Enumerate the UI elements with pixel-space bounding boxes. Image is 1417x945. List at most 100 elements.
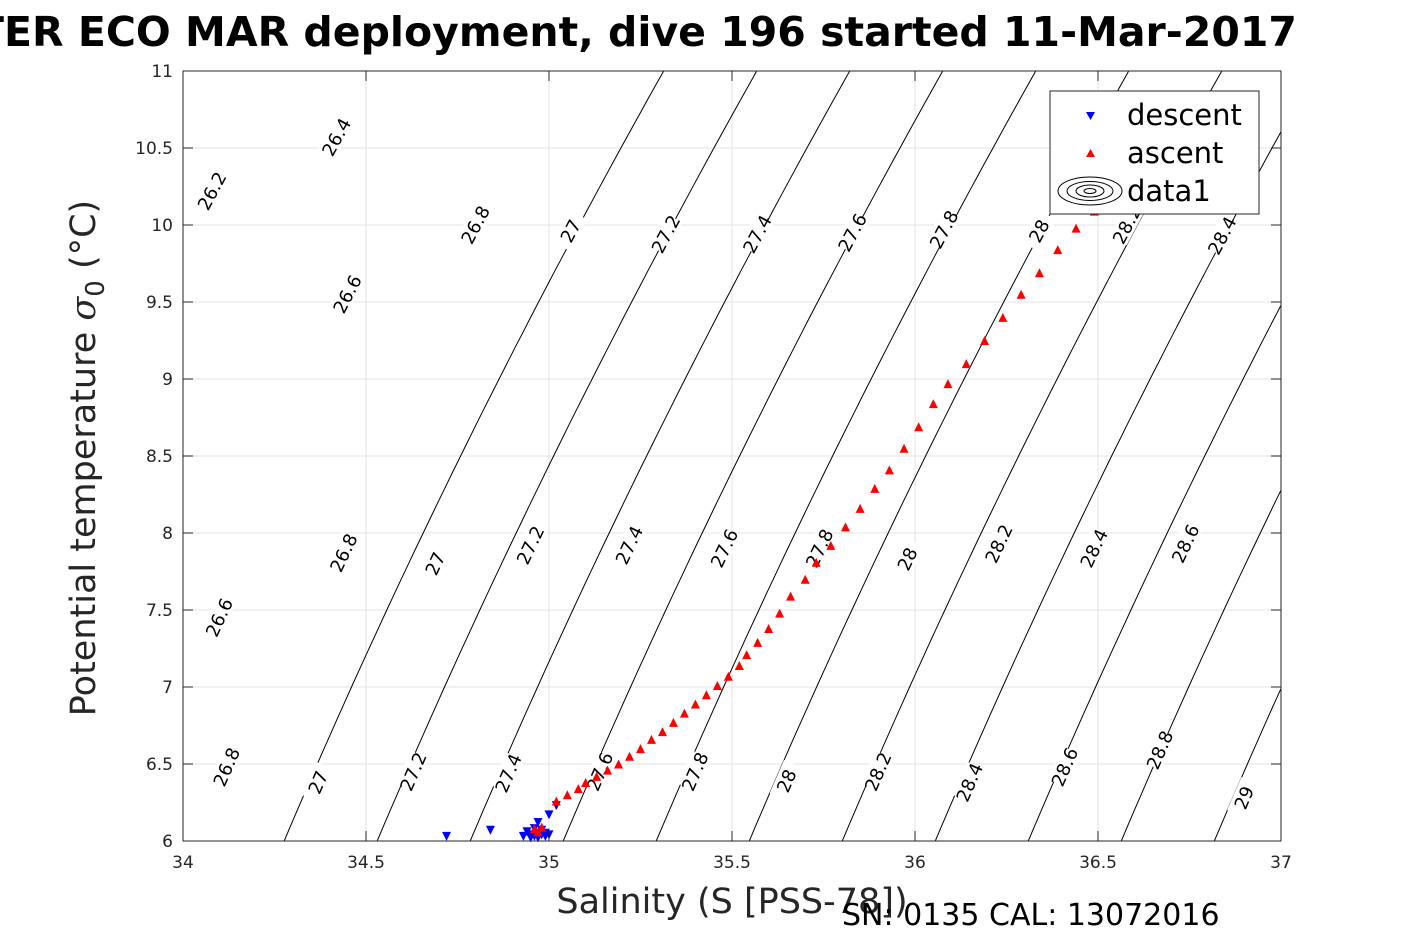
contour-label-bg [802, 527, 836, 569]
ascent-marker [603, 765, 613, 775]
contour-label-bg [1168, 522, 1202, 564]
ascent-marker [1053, 245, 1063, 255]
ascent-marker [884, 465, 894, 475]
contour-label-bg [194, 170, 229, 212]
isopycnal-line [469, 71, 851, 841]
ascent-marker [961, 359, 971, 369]
legend: descent ascent data1 [1049, 90, 1260, 215]
contour-label-bg [417, 542, 452, 584]
contour-label-bg [926, 208, 961, 250]
ascent-marker [734, 660, 744, 670]
descent-marker [533, 818, 543, 828]
descent-marker [518, 831, 528, 841]
isopycnal-line [1307, 656, 1388, 841]
y-tick-label: 9.5 [146, 293, 173, 313]
ascent-marker [646, 734, 656, 744]
contour-label-bg [1047, 746, 1081, 788]
ascent-marker [753, 637, 763, 647]
x-tick-label: 36 [904, 853, 926, 873]
legend-ascent-label: ascent [1127, 136, 1223, 170]
contour-label-bg [552, 210, 588, 252]
y-tick-label: 7.5 [146, 601, 173, 621]
contour-label-bg [329, 273, 365, 315]
ascent-marker [533, 827, 543, 837]
y-axis-label: Potential temperature σ0 (°C) [64, 200, 111, 716]
ascent-marker [690, 699, 700, 709]
contour-label-bg [861, 750, 894, 792]
ascent-marker [840, 522, 850, 532]
y-tick-label: 8 [162, 524, 173, 544]
isopycnal-line [376, 71, 758, 841]
ascent-marker [899, 443, 909, 453]
ascent-marker [980, 336, 990, 345]
descent-marker [485, 825, 495, 835]
isopycnal-line [562, 71, 944, 841]
y-axis-label-sigma: σ [64, 296, 104, 321]
contour-label-bg [396, 750, 430, 792]
ascent-marker [943, 379, 953, 389]
ascent-marker [712, 680, 722, 690]
legend-descent-label: descent [1127, 98, 1242, 132]
serial-calibration-footer: SN: 0135 CAL: 13072016 [842, 898, 1220, 933]
axes [182, 70, 1282, 842]
ascent-marker [679, 708, 689, 718]
ascent-marker [592, 771, 602, 781]
legend-contour-icon [1057, 176, 1123, 206]
legend-ascent-marker [1086, 149, 1095, 157]
density-contours [283, 71, 1388, 841]
contour-label-bg [834, 211, 870, 253]
contour-label-bg [1021, 210, 1056, 252]
contour-label-bg [301, 761, 334, 803]
ascent-marker [614, 759, 624, 769]
chart-title-text: TER ECO MAR deployment, dive 196 started… [0, 8, 1297, 56]
isopycnal-line [283, 71, 665, 841]
ascent-marker [723, 671, 733, 681]
ascent-marker [581, 777, 591, 787]
ascent-marker [914, 422, 924, 432]
contour-label-bg [952, 761, 986, 803]
chart-title: TER ECO MAR deployment, dive 196 started… [0, 4, 1417, 60]
ascent-marker [855, 503, 865, 513]
ascent-marker [551, 796, 561, 806]
ascent-marker [636, 744, 645, 754]
legend-data1-label: data1 [1127, 174, 1211, 208]
ascent-marker [998, 312, 1008, 322]
contour-label-bg [739, 213, 775, 255]
contour-label-bg [678, 750, 711, 792]
y-tick-label: 11 [151, 62, 173, 82]
contour-label-bg [1227, 776, 1260, 818]
y-tick-label: 10.5 [135, 139, 173, 159]
contour-label-bg [318, 116, 354, 158]
ascent-marker [764, 623, 774, 633]
x-tick-label: 37 [1270, 853, 1292, 873]
contour-label-bg [611, 524, 646, 566]
descent-marker [442, 831, 452, 841]
ascent-marker [742, 650, 752, 660]
x-tick-label: 34.5 [347, 853, 385, 873]
ascent-marker [786, 591, 796, 601]
contour-label-bg [647, 213, 683, 255]
y-axis-label-unit: (°C) [64, 200, 104, 280]
ascent-marker [668, 717, 678, 727]
x-tick-label: 34 [172, 853, 194, 873]
contour-label-bg [890, 538, 924, 580]
y-tick-label: 6.5 [146, 755, 173, 775]
ascent-marker [625, 751, 635, 761]
contour-label-bg [209, 746, 243, 788]
y-tick-label: 9 [162, 370, 173, 390]
contour-label-bg [981, 522, 1016, 564]
contour-label-bg [326, 532, 360, 574]
isopycnal-line [1213, 687, 1281, 841]
contour-label-bg [1204, 214, 1239, 256]
isopycnal-line [1027, 304, 1281, 841]
ascent-marker [657, 727, 667, 737]
ascent-marker [811, 557, 821, 567]
data-markers [442, 206, 1099, 843]
contour-label-bg [491, 752, 525, 794]
y-tick-label: 8.5 [146, 447, 173, 467]
ascent-marker [775, 608, 785, 618]
y-tick-labels: 6 6.5 7 7.5 8 8.5 9 9.5 10 10.5 11 [135, 62, 173, 852]
ascent-marker [701, 690, 711, 700]
ascent-marker [1016, 289, 1026, 299]
